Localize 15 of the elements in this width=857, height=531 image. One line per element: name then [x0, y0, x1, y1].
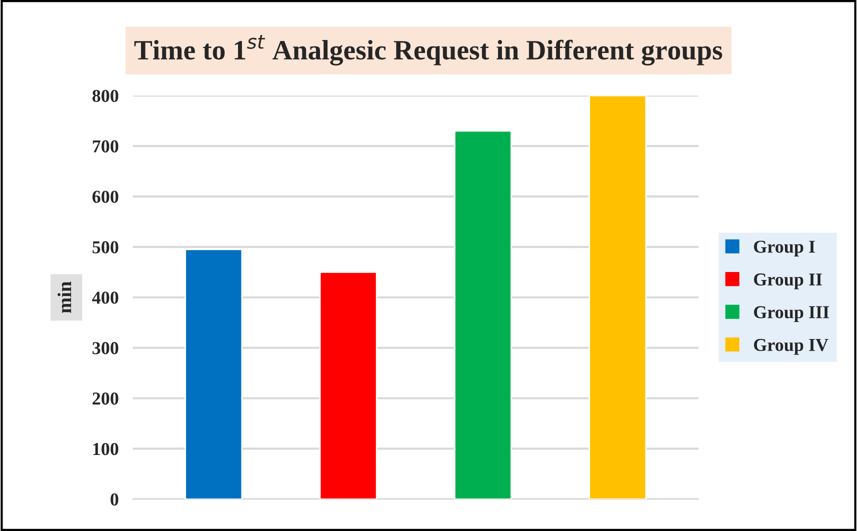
y-tick-label: 200	[92, 392, 118, 405]
y-tick-label: 400	[92, 292, 118, 304]
y-tick-label: 0	[110, 493, 118, 506]
chart-title: Time to 1$^{st}$ Analgesic Request in Different groups	[134, 35, 722, 66]
legend-label: Group I	[754, 240, 815, 256]
y-tick-label: 100	[93, 442, 118, 456]
y-axis-title: min	[58, 281, 72, 314]
y-tick-label: 300	[92, 342, 118, 354]
y-tick-label: 700	[92, 140, 118, 152]
y-tick-label: 600	[92, 190, 118, 203]
legend-label: Group II	[754, 273, 822, 290]
legend-label: Group III	[754, 306, 829, 322]
legend-label: Group IV	[754, 338, 828, 355]
y-tick-label: 800	[92, 90, 118, 102]
y-tick-label: 500	[92, 241, 118, 254]
